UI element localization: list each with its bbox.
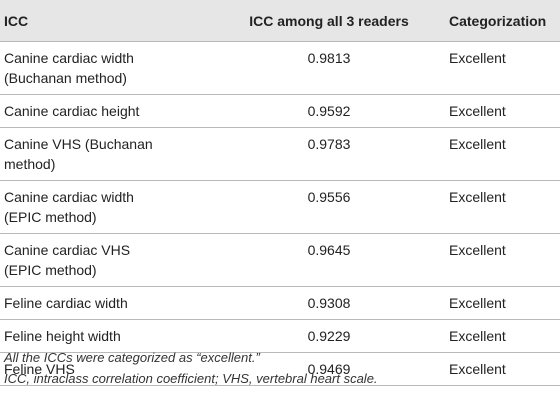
row-label-line1: Canine cardiac VHS <box>4 242 131 258</box>
row-category: Excellent <box>445 180 560 234</box>
row-category: Excellent <box>445 41 560 95</box>
row-icc-value: 0.9783 <box>215 127 445 181</box>
row-label-line1: Feline height width <box>4 328 121 344</box>
table-row: Canine VHS (Buchanan method) 0.9783 Excel… <box>0 127 560 181</box>
row-label: Feline VHS <box>0 352 215 386</box>
table-row: Canine cardiac width (Buchanan method) 0.… <box>0 41 560 95</box>
row-label-line1: Feline VHS <box>4 361 75 377</box>
header-icc-all-readers: ICC among all 3 readers <box>215 0 445 42</box>
row-category: Excellent <box>445 233 560 287</box>
header-icc: ICC <box>0 0 215 42</box>
row-label: Feline cardiac width <box>0 286 215 320</box>
row-category: Excellent <box>445 319 560 353</box>
row-label-line2: (Buchanan method) <box>4 70 127 86</box>
row-icc-value: 0.9813 <box>215 41 445 95</box>
row-label-line2: (EPIC method) <box>4 209 97 225</box>
row-label-line1: Canine cardiac height <box>4 103 140 119</box>
icc-table: ICC ICC among all 3 readers Categorizati… <box>0 0 560 386</box>
row-label: Canine cardiac height <box>0 94 215 128</box>
table-row: Canine cardiac width (EPIC method) 0.9556… <box>0 180 560 234</box>
icc-table-container: ICC ICC among all 3 readers Categorizati… <box>0 0 560 386</box>
row-category: Excellent <box>445 286 560 320</box>
row-icc-value: 0.9645 <box>215 233 445 287</box>
row-icc-value: 0.9469 <box>215 352 445 386</box>
table-row: Canine cardiac VHS (EPIC method) 0.9645 E… <box>0 233 560 287</box>
row-label: Canine cardiac width (Buchanan method) <box>0 41 215 95</box>
footnote-categorization: All the ICCs were categorized as “excell… <box>4 350 260 365</box>
row-label-line1: Canine cardiac width <box>4 50 134 66</box>
row-category: Excellent <box>445 94 560 128</box>
header-categorization: Categorization <box>445 0 560 42</box>
row-icc-value: 0.9229 <box>215 319 445 353</box>
row-label-line1: Canine VHS (Buchanan <box>4 136 153 152</box>
row-icc-value: 0.9308 <box>215 286 445 320</box>
row-label: Feline height width <box>0 319 215 353</box>
row-label: Canine cardiac width (EPIC method) <box>0 180 215 234</box>
row-category: Excellent <box>445 127 560 181</box>
row-label-line1: Feline cardiac width <box>4 295 128 311</box>
row-label-line2: method) <box>4 156 56 172</box>
table-row: Feline height width 0.9229 Excellent <box>0 319 560 353</box>
row-label-line1: Canine cardiac width <box>4 189 134 205</box>
row-icc-value: 0.9556 <box>215 180 445 234</box>
table-row: Canine cardiac height 0.9592 Excellent <box>0 94 560 128</box>
table-footnotes: All the ICCs were categorized as “excell… <box>4 347 378 389</box>
footnote-abbreviations: ICC, intraclass correlation coefficient;… <box>4 371 378 386</box>
table-row: Feline cardiac width 0.9308 Excellent <box>0 286 560 320</box>
row-category: Excellent <box>445 352 560 386</box>
row-label-line2: (EPIC method) <box>4 262 97 278</box>
row-icc-value: 0.9592 <box>215 94 445 128</box>
table-header-row: ICC ICC among all 3 readers Categorizati… <box>0 0 560 42</box>
row-label: Canine VHS (Buchanan method) <box>0 127 215 181</box>
table-row: Feline VHS 0.9469 Excellent <box>0 352 560 386</box>
row-label: Canine cardiac VHS (EPIC method) <box>0 233 215 287</box>
